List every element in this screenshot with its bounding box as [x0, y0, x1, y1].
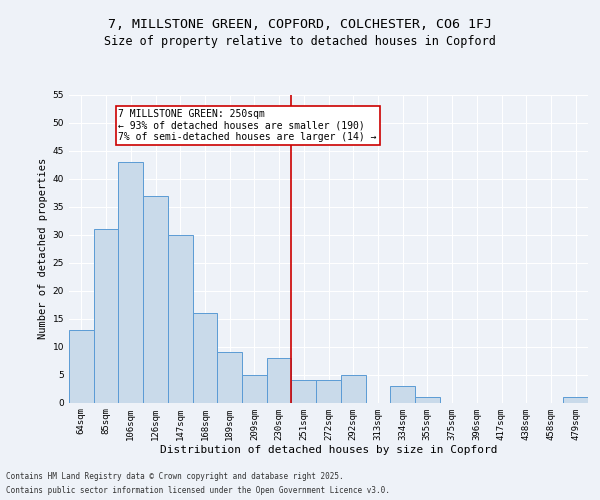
Text: Size of property relative to detached houses in Copford: Size of property relative to detached ho…	[104, 35, 496, 48]
Bar	[143, 196, 168, 402]
Bar	[316, 380, 341, 402]
Bar	[118, 162, 143, 402]
X-axis label: Distribution of detached houses by size in Copford: Distribution of detached houses by size …	[160, 445, 497, 455]
Bar	[292, 380, 316, 402]
Text: 7, MILLSTONE GREEN, COPFORD, COLCHESTER, CO6 1FJ: 7, MILLSTONE GREEN, COPFORD, COLCHESTER,…	[108, 18, 492, 30]
Bar	[193, 313, 217, 402]
Bar	[94, 229, 118, 402]
Bar	[341, 374, 365, 402]
Bar	[390, 386, 415, 402]
Text: Contains public sector information licensed under the Open Government Licence v3: Contains public sector information licen…	[6, 486, 390, 495]
Text: Contains HM Land Registry data © Crown copyright and database right 2025.: Contains HM Land Registry data © Crown c…	[6, 472, 344, 481]
Bar	[217, 352, 242, 403]
Bar	[168, 235, 193, 402]
Y-axis label: Number of detached properties: Number of detached properties	[38, 158, 49, 340]
Bar	[69, 330, 94, 402]
Bar	[563, 397, 588, 402]
Bar	[415, 397, 440, 402]
Text: 7 MILLSTONE GREEN: 250sqm
← 93% of detached houses are smaller (190)
7% of semi-: 7 MILLSTONE GREEN: 250sqm ← 93% of detac…	[118, 109, 377, 142]
Bar	[242, 374, 267, 402]
Bar	[267, 358, 292, 403]
